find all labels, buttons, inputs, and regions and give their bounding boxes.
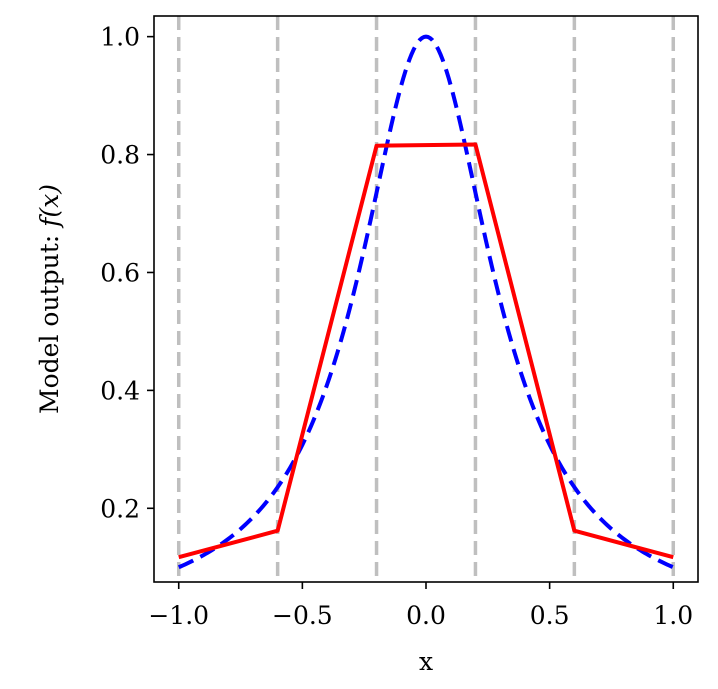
polyline-approximation-line bbox=[178, 142, 674, 560]
y-tick-label: 0.4 bbox=[100, 376, 140, 405]
vertical-reference-lines bbox=[176, 16, 676, 582]
dashed-curve-line bbox=[177, 34, 675, 570]
y-tick-label: 0.6 bbox=[100, 258, 140, 287]
x-axis-label: x bbox=[419, 647, 433, 676]
x-tick-label: 1.0 bbox=[653, 601, 693, 630]
y-tick-label: 1.0 bbox=[100, 23, 140, 52]
x-tick-label: −0.5 bbox=[272, 601, 333, 630]
y-axis-label-math: f(x) bbox=[35, 184, 64, 229]
y-axis-label: Model output: f(x) bbox=[35, 184, 64, 414]
plot-frame bbox=[153, 15, 699, 583]
series-group bbox=[177, 34, 675, 570]
x-axis: −1.0 −0.5 0.0 0.5 1.0 bbox=[148, 582, 693, 630]
y-tick-label: 0.8 bbox=[100, 141, 140, 170]
x-tick-label: 0.5 bbox=[530, 601, 570, 630]
y-tick-label: 0.2 bbox=[100, 494, 140, 523]
y-axis-label-text: Model output: bbox=[35, 227, 64, 414]
x-tick-label: 0.0 bbox=[406, 601, 446, 630]
y-axis: 0.2 0.4 0.6 0.8 1.0 bbox=[100, 23, 154, 523]
x-tick-label: −1.0 bbox=[148, 601, 209, 630]
